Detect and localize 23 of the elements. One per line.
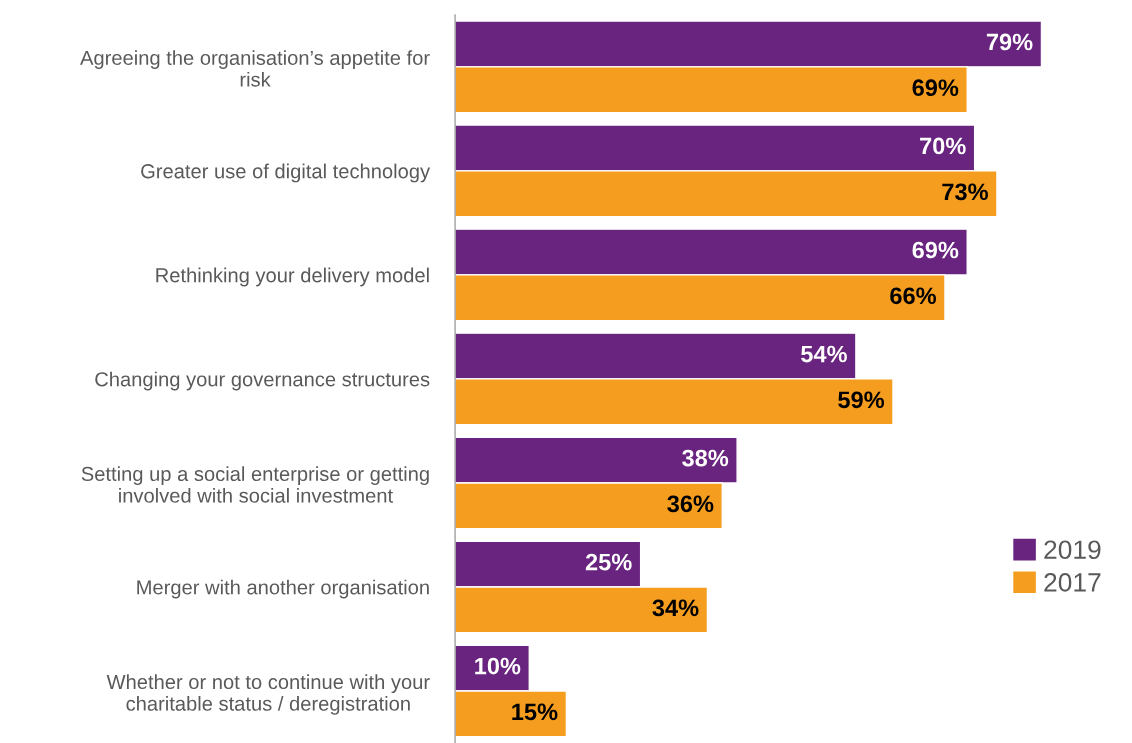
- legend-label: 2019: [1044, 540, 1101, 560]
- data-label: 10%: [475, 657, 521, 675]
- data-label: 25%: [585, 553, 632, 571]
- y-tick-label: Greater use of digital technology: [141, 163, 431, 183]
- data-label: 66%: [890, 287, 937, 305]
- data-label: 59%: [838, 391, 885, 409]
- y-tick-label: Rethinking your delivery model: [156, 267, 429, 287]
- data-label: 69%: [912, 241, 959, 259]
- data-label: 15%: [512, 703, 558, 721]
- data-label: 36%: [667, 495, 714, 513]
- y-tick-label: Changing your governance structures: [95, 371, 430, 391]
- data-label: 70%: [920, 137, 966, 155]
- data-label: 79%: [986, 33, 1033, 51]
- data-label: 73%: [942, 183, 988, 201]
- y-tick-label: Setting up a social enterprise or getting involved with social investment: [81, 466, 429, 503]
- data-label: 69%: [912, 79, 959, 97]
- data-label: 38%: [682, 449, 729, 467]
- y-tick-label: Merger with another organisation: [137, 579, 429, 599]
- data-label: 34%: [652, 599, 699, 617]
- y-tick-label: Whether or not to continue with your charitable status / deregistration: [106, 674, 430, 715]
- legend-label: 2017: [1044, 573, 1101, 592]
- y-tick-label: Agreeing the organisation’s appetite for risk: [80, 50, 430, 87]
- data-label: 54%: [801, 345, 847, 363]
